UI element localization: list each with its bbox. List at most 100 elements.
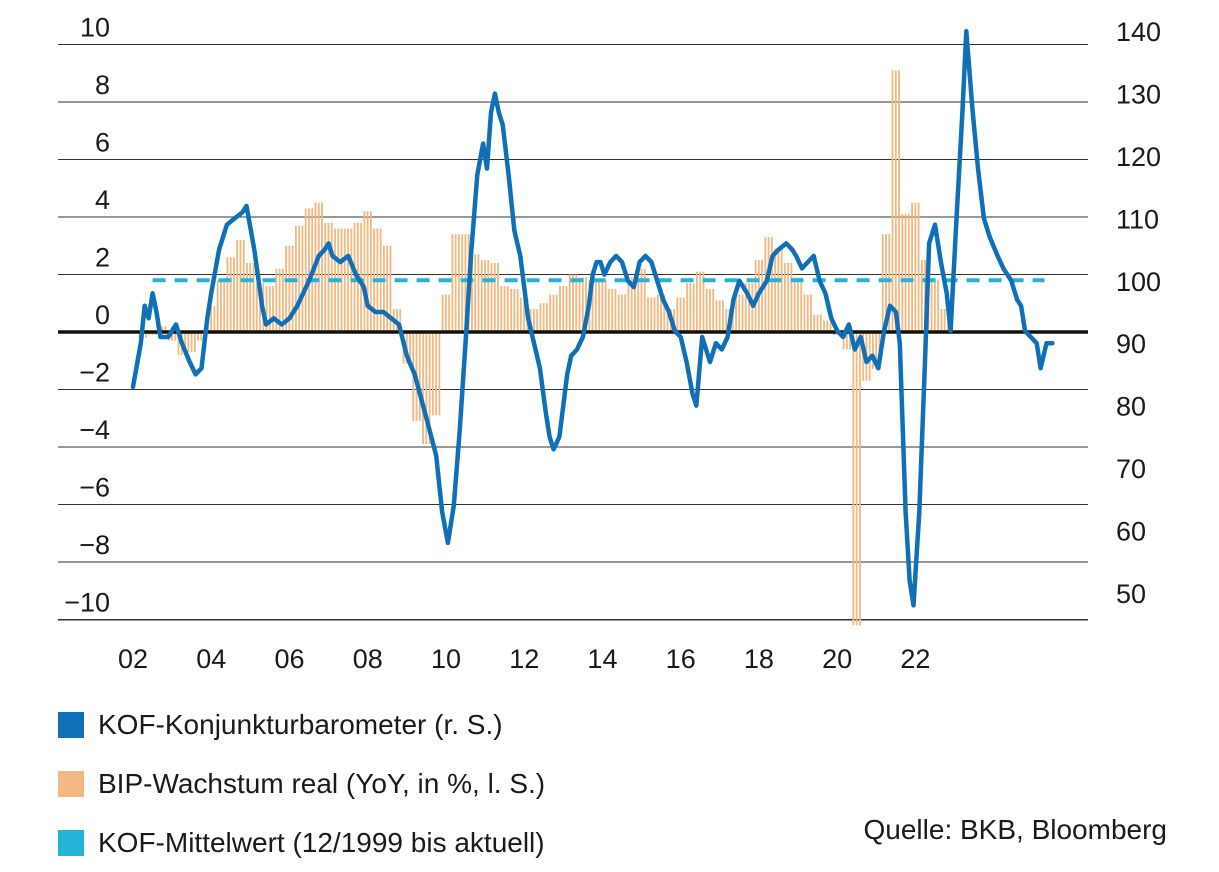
gdp-bar [709, 288, 711, 332]
gdp-bar [790, 263, 793, 332]
gdp-bar [461, 234, 464, 332]
gdp-bar [705, 288, 708, 332]
gdp-bar [197, 332, 200, 341]
gdp-bar [503, 286, 506, 332]
right-tick-label: 100 [1116, 267, 1161, 297]
legend-label-gdp: BIP-Wachstum real (YoY, in %, l. S.) [98, 767, 546, 799]
gdp-bar [803, 294, 806, 332]
gdp-bar [823, 320, 825, 332]
x-tick-label: 04 [196, 644, 226, 674]
gdp-bar [389, 245, 392, 332]
gdp-bar [933, 280, 936, 332]
gdp-bar [620, 294, 623, 332]
gdp-bar [174, 332, 177, 341]
gdp-bar [601, 280, 604, 332]
gdp-bar [451, 234, 454, 332]
gdp-bar [555, 294, 558, 332]
legend-swatch-kof [58, 711, 84, 738]
gdp-bar [464, 234, 467, 332]
gdp-bar [171, 332, 173, 341]
gdp-bar [382, 245, 385, 332]
legend-swatch-gdp [58, 770, 84, 797]
gdp-bar [513, 288, 516, 332]
left-tick-label: −6 [79, 473, 110, 503]
gdp-bar [920, 260, 923, 332]
gdp-bar [656, 294, 659, 332]
gdp-bar [598, 280, 601, 332]
gdp-bar [585, 277, 587, 332]
gdp-bar [663, 294, 666, 332]
gdp-bar [800, 277, 803, 332]
left-tick-label: 4 [95, 185, 110, 215]
x-tick-label: 10 [431, 644, 461, 674]
x-tick-label: 06 [274, 644, 304, 674]
gdp-bar [607, 288, 610, 332]
gdp-bar [516, 288, 519, 332]
left-tick-label: 2 [95, 243, 110, 273]
x-tick-label: 20 [822, 644, 852, 674]
gdp-bar [806, 294, 809, 332]
gdp-bar [454, 234, 457, 332]
gdp-bar [875, 332, 878, 370]
gdp-bar [278, 268, 281, 332]
gdp-bar [552, 294, 555, 332]
gdp-bar [321, 202, 323, 332]
gdp-bar [304, 208, 307, 332]
gdp-bar [797, 277, 799, 332]
gdp-bar [347, 228, 349, 332]
gdp-bar [888, 234, 891, 332]
right-tick-label: 50 [1116, 579, 1146, 609]
gdp-bar [761, 260, 764, 332]
gdp-bar [164, 326, 167, 332]
gdp-bar [712, 288, 715, 332]
right-axis-ticks: 140 130 120 110 100 90 80 70 60 50 [1116, 17, 1161, 609]
gdp-bar [676, 297, 679, 332]
gdp-bar [229, 257, 232, 332]
gdp-bar [471, 254, 473, 332]
left-tick-label: 0 [95, 300, 110, 330]
gdp-bar [200, 332, 203, 341]
gdp-bar [627, 277, 630, 332]
gdp-bar [233, 257, 235, 332]
gdp-bar [360, 222, 363, 332]
gdp-bar [532, 309, 535, 332]
gdp-bar [872, 332, 874, 370]
gdp-bar [617, 294, 620, 332]
gdp-bar [268, 286, 271, 332]
x-tick-label: 14 [587, 644, 617, 674]
gdp-bar [536, 309, 539, 332]
gdp-bar [695, 271, 698, 332]
right-tick-label: 70 [1116, 454, 1146, 484]
gdp-bar [252, 263, 255, 332]
x-tick-label: 18 [744, 644, 774, 674]
gdp-bar [438, 332, 441, 416]
gdp-bar [444, 294, 447, 332]
gdp-bar [317, 202, 320, 332]
kof-line [130, 28, 1055, 608]
gdp-bar [898, 70, 900, 332]
gdp-bar [722, 300, 724, 332]
gdp-bar [428, 332, 431, 445]
gdp-bar [845, 332, 848, 350]
gdp-bar [239, 240, 242, 332]
gdp-bar [493, 263, 496, 332]
gdp-bar [630, 277, 633, 332]
x-tick-label: 16 [666, 644, 696, 674]
gdp-bar [568, 274, 571, 332]
gdp-bar [324, 222, 327, 332]
gdp-bar [441, 294, 444, 332]
gdp-bar [842, 332, 845, 350]
gdp-bar [702, 271, 705, 332]
gdp-bar [682, 297, 685, 332]
left-axis-ticks: 10 8 6 4 2 0 −2 −4 −6 −8 −10 [64, 13, 110, 618]
gdp-bar [193, 332, 196, 353]
gdp-bar [497, 263, 499, 332]
legend-item-kof: KOF-Konjunkturbarometer (r. S.) [58, 695, 545, 754]
left-tick-label: 8 [95, 70, 110, 100]
gdp-bar [907, 214, 910, 332]
gdp-bar [187, 332, 190, 353]
gdp-bar [425, 332, 428, 445]
gdp-bar [614, 288, 617, 332]
gdp-bar [943, 309, 946, 332]
gdp-bar [327, 222, 330, 332]
